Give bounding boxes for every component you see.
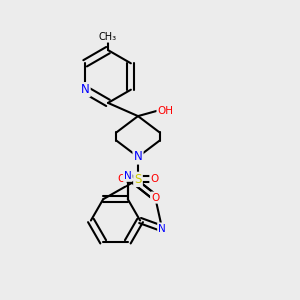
- Text: S: S: [134, 173, 142, 186]
- Text: N: N: [158, 224, 166, 233]
- Text: N: N: [134, 150, 142, 164]
- Text: O: O: [150, 174, 159, 184]
- Text: O: O: [151, 193, 159, 202]
- Text: N: N: [81, 83, 89, 96]
- Text: O: O: [117, 174, 126, 184]
- Text: CH₃: CH₃: [99, 32, 117, 42]
- Text: N: N: [124, 171, 132, 181]
- Text: OH: OH: [158, 106, 173, 116]
